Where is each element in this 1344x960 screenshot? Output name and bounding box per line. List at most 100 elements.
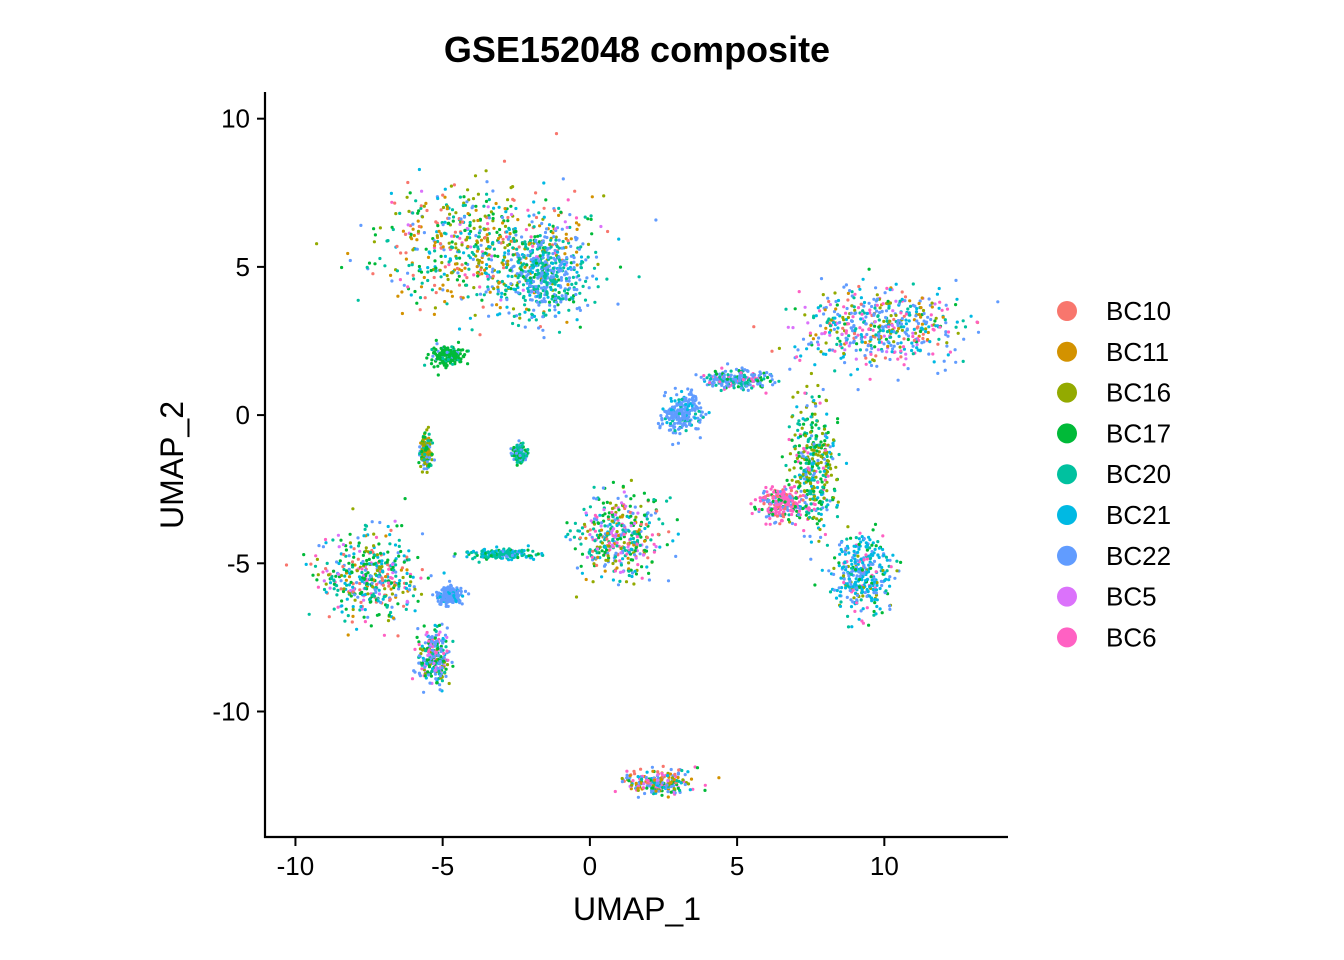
point-bc22 [803, 500, 807, 505]
point-bc6 [874, 570, 878, 574]
point-bc20 [458, 195, 462, 199]
point-bc20 [543, 246, 547, 250]
point-bc21 [811, 462, 815, 466]
point-bc17 [600, 549, 604, 553]
point-bc22 [594, 497, 599, 501]
point-bc17 [873, 324, 877, 328]
point-bc6 [875, 303, 879, 307]
point-bc10 [339, 587, 343, 591]
point-bc17 [647, 571, 651, 576]
point-bc6 [618, 559, 622, 563]
point-bc22 [518, 454, 522, 458]
point-bc16 [846, 525, 850, 529]
point-bc17 [919, 329, 923, 334]
point-bc20 [846, 625, 851, 629]
point-bc22 [674, 554, 678, 559]
point-bc21 [357, 575, 362, 579]
point-bc11 [405, 568, 409, 572]
point-bc17 [408, 574, 412, 579]
point-bc16 [471, 197, 476, 201]
point-bc22 [551, 270, 555, 274]
point-bc22 [532, 213, 536, 217]
point-bc11 [917, 301, 921, 306]
point-bc20 [511, 246, 515, 250]
point-bc21 [506, 249, 511, 253]
point-bc17 [386, 558, 390, 562]
point-bc5 [820, 332, 824, 336]
point-bc16 [807, 471, 811, 475]
point-bc20 [550, 297, 554, 301]
point-bc22 [658, 426, 662, 430]
point-bc17 [453, 552, 457, 556]
point-bc20 [887, 306, 891, 310]
point-bc22 [449, 583, 453, 587]
point-bc10 [441, 193, 445, 197]
point-bc20 [544, 313, 548, 317]
point-bc5 [786, 325, 790, 329]
point-bc22 [439, 602, 443, 607]
point-bc16 [454, 246, 458, 250]
point-bc22 [886, 340, 890, 344]
point-bc6 [650, 533, 655, 537]
point-bc21 [891, 553, 895, 557]
point-bc16 [450, 271, 454, 275]
point-bc21 [556, 250, 560, 254]
point-bc22 [699, 375, 703, 379]
point-bc21 [359, 605, 363, 609]
point-bc21 [853, 557, 857, 561]
point-bc16 [366, 592, 370, 596]
point-bc22 [823, 433, 828, 437]
point-bc20 [482, 293, 486, 297]
point-bc21 [816, 306, 820, 310]
point-bc11 [480, 272, 484, 276]
point-bc22 [922, 311, 926, 316]
point-bc20 [552, 278, 556, 282]
point-bc20 [523, 298, 527, 302]
point-bc16 [353, 598, 357, 602]
point-bc20 [427, 432, 431, 436]
point-bc21 [669, 396, 673, 401]
point-bc20 [411, 211, 415, 215]
point-bc11 [446, 289, 450, 293]
point-bc10 [393, 201, 397, 205]
point-bc21 [904, 322, 909, 326]
point-bc6 [889, 565, 893, 569]
point-bc21 [825, 412, 829, 416]
point-bc17 [817, 519, 821, 523]
point-bc16 [829, 467, 833, 471]
point-bc17 [836, 417, 840, 421]
point-bc22 [660, 416, 664, 421]
point-bc17 [551, 294, 555, 298]
point-bc16 [813, 402, 818, 406]
point-bc17 [768, 379, 772, 383]
point-bc10 [607, 548, 611, 552]
point-bc17 [461, 348, 465, 352]
point-bc21 [877, 340, 882, 344]
point-bc5 [911, 331, 915, 335]
point-bc5 [619, 551, 623, 555]
point-bc17 [498, 227, 502, 232]
point-bc6 [803, 391, 807, 395]
point-bc6 [321, 570, 325, 574]
point-bc22 [578, 278, 582, 282]
point-bc20 [523, 240, 527, 244]
point-bc22 [572, 287, 576, 292]
point-bc6 [336, 605, 340, 609]
point-bc17 [489, 554, 493, 558]
point-bc17 [509, 204, 513, 208]
point-bc17 [379, 551, 383, 556]
point-bc20 [436, 239, 440, 244]
point-bc20 [621, 528, 625, 532]
point-bc21 [860, 535, 864, 539]
point-bc11 [563, 252, 567, 256]
point-bc10 [453, 230, 457, 234]
point-bc21 [809, 415, 813, 419]
point-bc22 [808, 534, 812, 539]
point-bc22 [944, 333, 948, 337]
point-bc6 [917, 338, 921, 342]
point-bc22 [694, 397, 698, 401]
point-bc11 [384, 575, 388, 579]
point-bc16 [853, 308, 857, 312]
point-bc22 [559, 300, 563, 304]
point-bc22 [575, 566, 580, 570]
